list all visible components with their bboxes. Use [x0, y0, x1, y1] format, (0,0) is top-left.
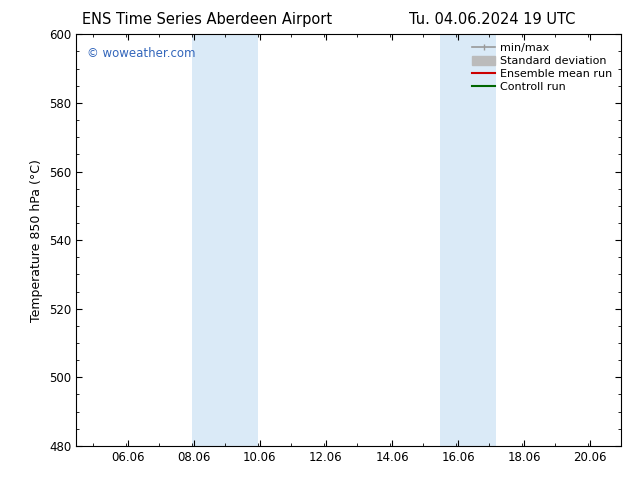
Text: © woweather.com: © woweather.com [87, 47, 195, 60]
Legend: min/max, Standard deviation, Ensemble mean run, Controll run: min/max, Standard deviation, Ensemble me… [469, 40, 616, 95]
Text: Tu. 04.06.2024 19 UTC: Tu. 04.06.2024 19 UTC [409, 12, 575, 27]
Text: ENS Time Series Aberdeen Airport: ENS Time Series Aberdeen Airport [82, 12, 333, 27]
Bar [439, 34, 496, 446]
Y-axis label: Temperature 850 hPa (°C): Temperature 850 hPa (°C) [30, 159, 43, 321]
Bar [191, 34, 258, 446]
